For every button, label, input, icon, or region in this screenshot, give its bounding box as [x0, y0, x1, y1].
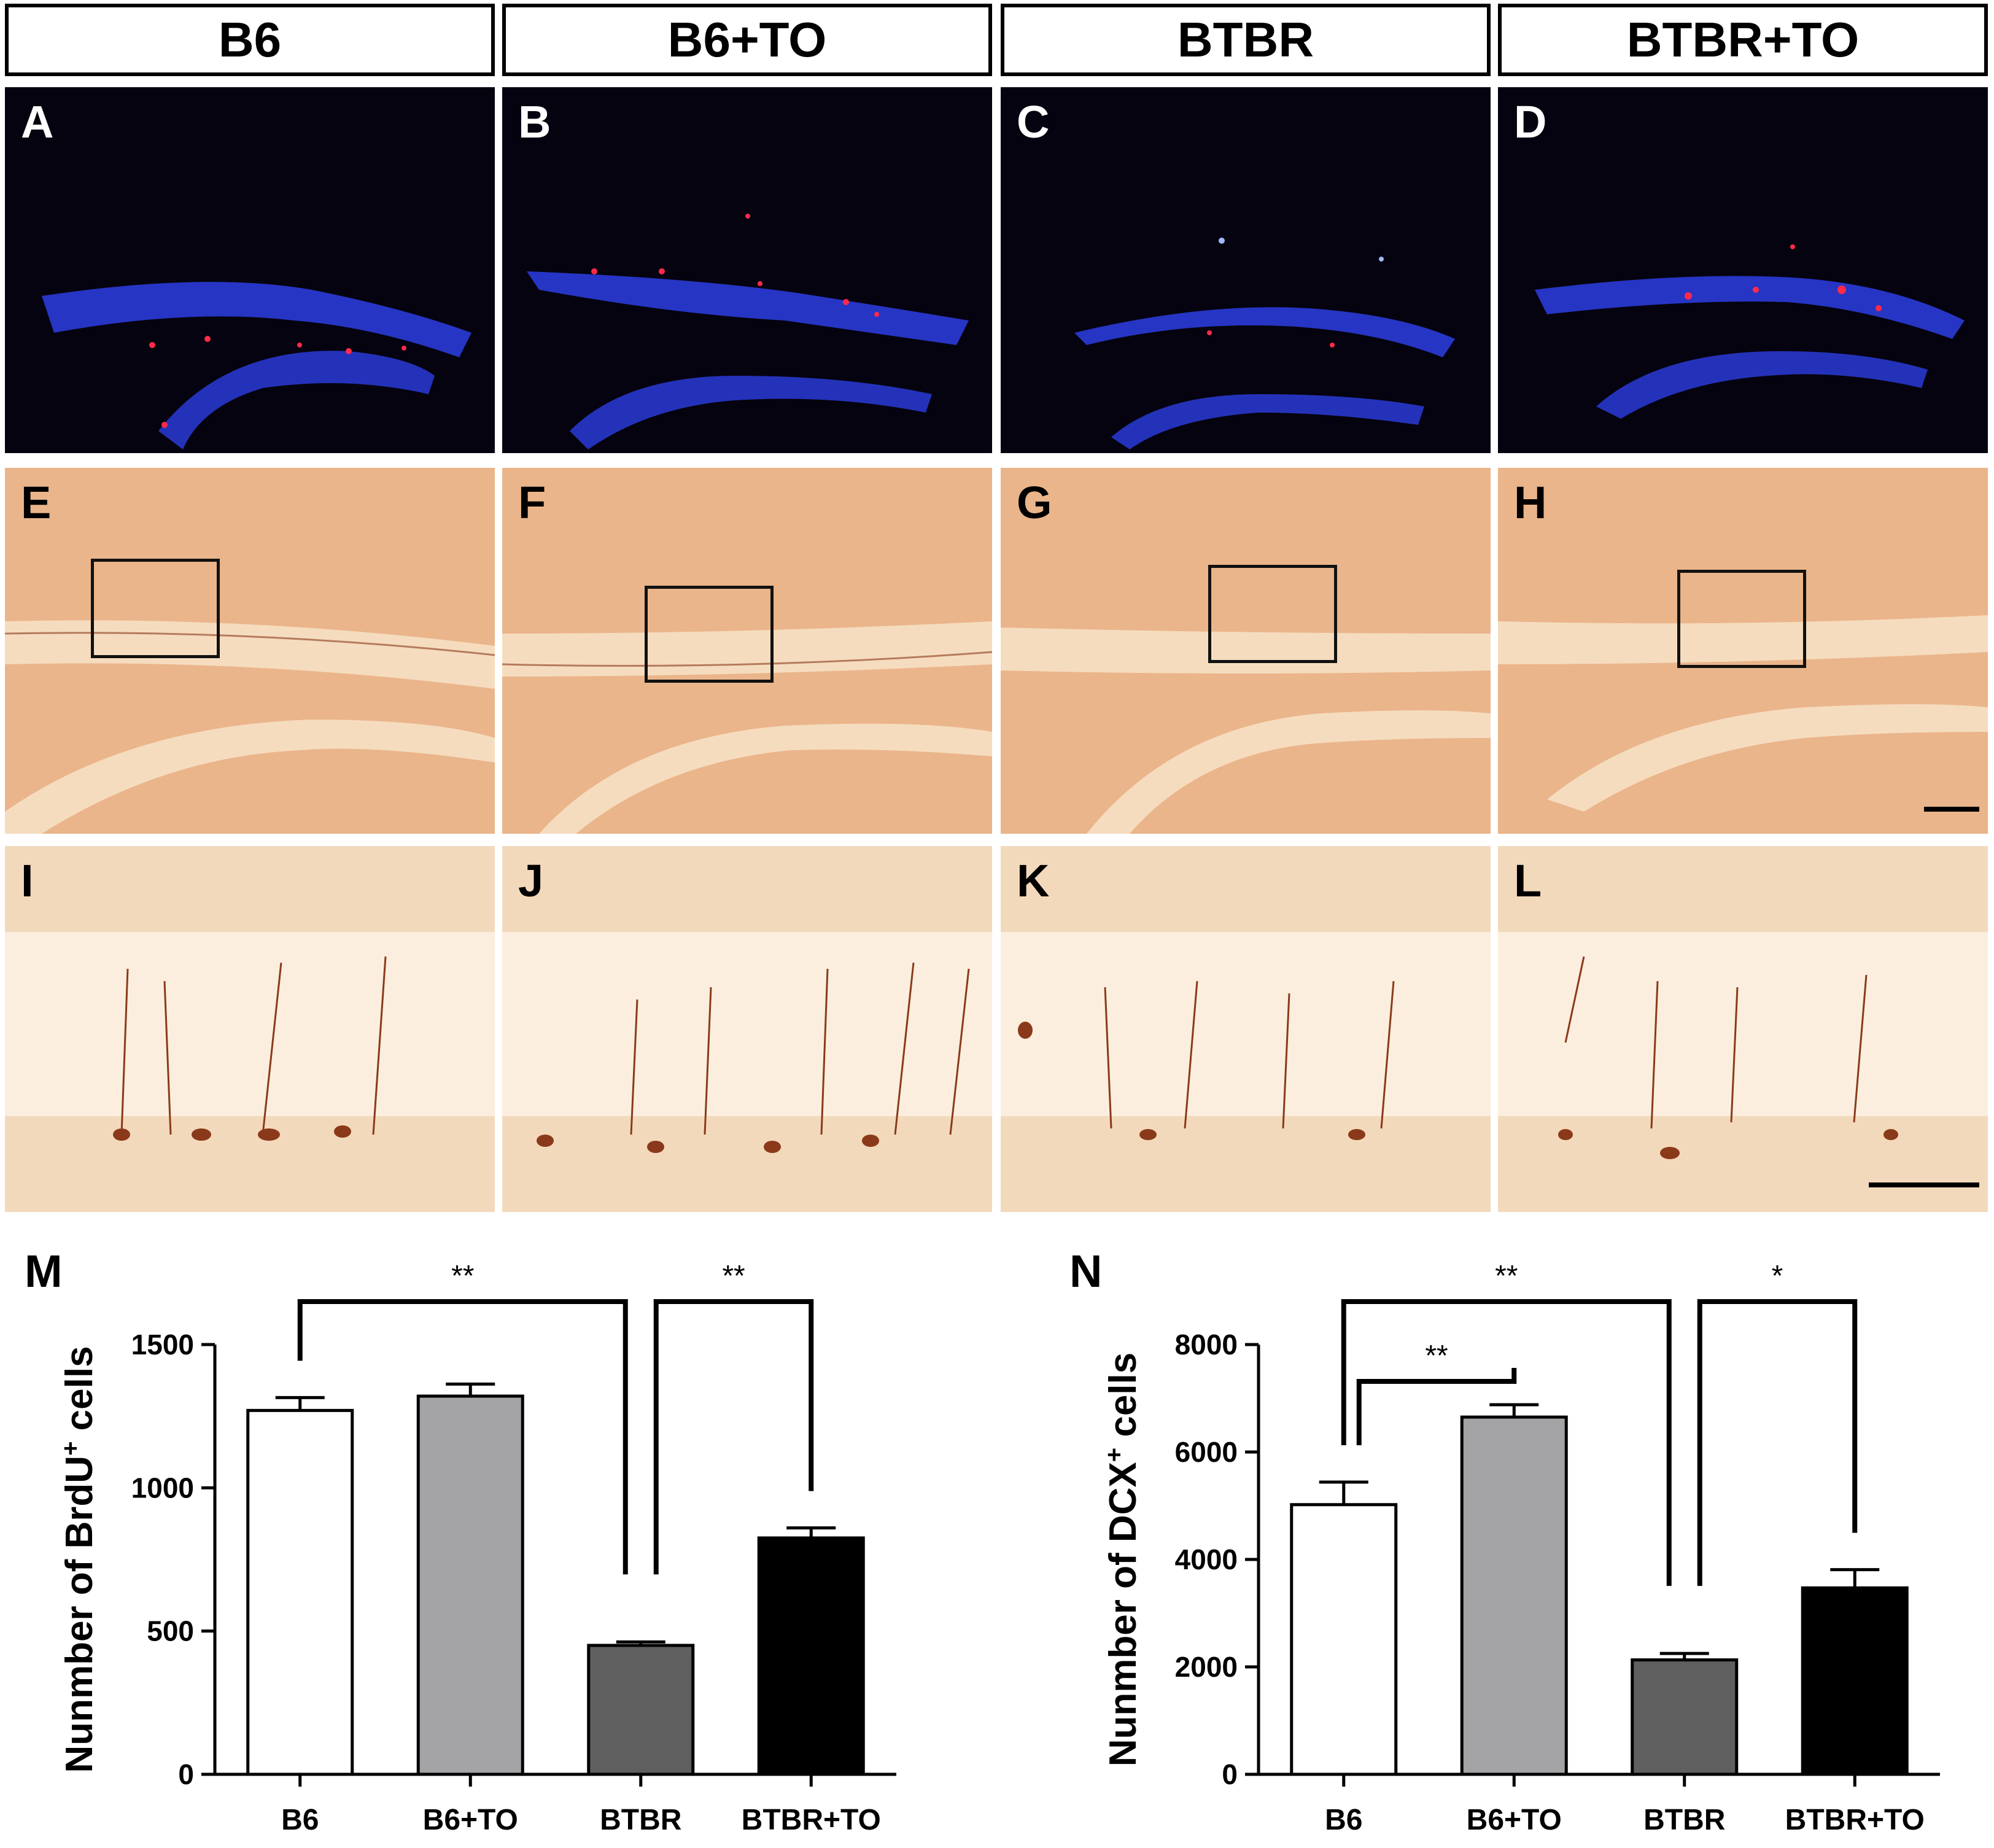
dcx-neurons	[5, 932, 495, 1141]
inset-box	[645, 586, 774, 683]
column-header-btbr: BTBR	[1001, 4, 1491, 76]
significance-label: *	[1772, 1260, 1783, 1292]
significance-label: **	[722, 1260, 745, 1292]
panel-label-k: K	[1017, 855, 1050, 906]
bar-b6-to	[1460, 1415, 1568, 1776]
dcx-bar-chart: 0 2000 4000 6000 8000 Nunmber of DCX+ cells B6…	[1101, 1260, 1940, 1836]
x-tick-label: B6	[281, 1804, 319, 1836]
dcx-zoom-b6-to: J	[502, 846, 992, 1212]
hippocampus-fluorescence	[42, 282, 471, 449]
panel-label-d: D	[1514, 96, 1547, 147]
y-axis-label: Nunmber of DCX+ cells	[1101, 1353, 1144, 1766]
panel-label-l: L	[1514, 855, 1542, 906]
brdu-image-btbr: C	[1001, 87, 1491, 453]
significance-bracket	[1341, 1299, 1672, 1586]
y-tick-label: 1000	[131, 1472, 194, 1504]
x-tick-label: BTBR	[1643, 1804, 1725, 1836]
x-tick-label: B6+TO	[1467, 1804, 1562, 1836]
inset-box	[91, 559, 220, 658]
hippocampus-fluorescence	[1074, 238, 1455, 449]
dcx-neurons	[1498, 932, 1988, 1159]
x-tick-label: B6+TO	[423, 1804, 518, 1836]
significance-bracket	[1697, 1299, 1858, 1586]
bar-b6	[1290, 1503, 1398, 1776]
brdu-image-btbr-to: D	[1498, 87, 1988, 453]
dcx-zoom-b6: I	[5, 846, 495, 1212]
brdu-bar-chart: 0 500 1000 1500 Nunmber of BrdU+ cells B6 B6+T…	[57, 1260, 896, 1836]
dcx-image-btbr: G	[1001, 468, 1491, 834]
dcx-image-btbr-to: H	[1498, 468, 1988, 834]
dentate-gyrus-dab	[1498, 615, 1988, 812]
y-tick-label: 1500	[131, 1329, 194, 1361]
panel-label-b: B	[518, 96, 551, 147]
dcx-zoom-btbr: K	[1001, 846, 1491, 1212]
hippocampus-fluorescence	[1535, 244, 1965, 419]
column-header-btbr-to: BTBR+TO	[1498, 4, 1988, 76]
y-tick-label: 500	[147, 1615, 194, 1647]
y-tick-label: 0	[1222, 1758, 1238, 1790]
bar-btbr-to	[757, 1536, 865, 1776]
dentate-gyrus-dab	[1001, 627, 1491, 834]
significance-bracket	[297, 1299, 628, 1575]
panel-label-e: E	[21, 477, 52, 528]
dcx-neurons	[1001, 932, 1491, 1140]
x-tick-label: B6	[1325, 1804, 1362, 1836]
significance-bracket	[1356, 1368, 1517, 1445]
y-tick-label: 0	[178, 1758, 194, 1790]
panel-label-n: N	[1069, 1246, 1103, 1297]
brdu-image-b6-to: B	[502, 87, 992, 453]
dcx-image-b6: E	[5, 468, 495, 834]
inset-box	[1208, 565, 1337, 663]
y-tick-label: 8000	[1175, 1329, 1238, 1361]
inset-box	[1677, 570, 1806, 668]
dcx-image-b6-to: F	[502, 468, 992, 834]
bar-btbr	[587, 1644, 695, 1776]
y-tick-label: 4000	[1175, 1543, 1238, 1575]
y-tick-label: 2000	[1175, 1651, 1238, 1683]
bar-btbr	[1631, 1658, 1739, 1776]
significance-label: **	[1425, 1340, 1448, 1372]
brdu-image-b6: A	[5, 87, 495, 453]
panel-label-m: M	[25, 1246, 63, 1297]
significance-label: **	[1495, 1260, 1518, 1292]
column-header-b6-to: B6+TO	[502, 4, 992, 76]
dentate-gyrus-dab	[502, 621, 992, 834]
panel-label-h: H	[1514, 477, 1547, 528]
significance-label: **	[451, 1260, 474, 1292]
panel-label-i: I	[21, 855, 34, 906]
bar-b6	[246, 1408, 354, 1776]
bar-btbr-to	[1801, 1586, 1909, 1776]
panel-label-j: J	[518, 855, 544, 906]
scale-bar	[1924, 807, 1979, 812]
dcx-neurons	[502, 932, 992, 1153]
hippocampus-fluorescence	[527, 214, 969, 449]
y-axis-label: Nunmber of BrdU+ cells	[57, 1346, 101, 1772]
x-tick-label: BTBR	[600, 1804, 681, 1836]
x-tick-label: BTBR+TO	[1785, 1804, 1925, 1836]
scale-bar	[1869, 1182, 1979, 1187]
x-tick-label: BTBR+TO	[742, 1804, 881, 1836]
dentate-gyrus-dab	[5, 620, 495, 834]
panel-label-a: A	[21, 96, 54, 147]
column-header-b6: B6	[5, 4, 495, 76]
y-tick-label: 6000	[1175, 1436, 1238, 1468]
bar-b6-to	[416, 1394, 524, 1776]
panel-label-f: F	[518, 477, 546, 528]
panel-label-g: G	[1017, 477, 1052, 528]
significance-bracket	[653, 1299, 814, 1575]
dcx-zoom-btbr-to: L	[1498, 846, 1988, 1212]
panel-label-c: C	[1017, 96, 1050, 147]
